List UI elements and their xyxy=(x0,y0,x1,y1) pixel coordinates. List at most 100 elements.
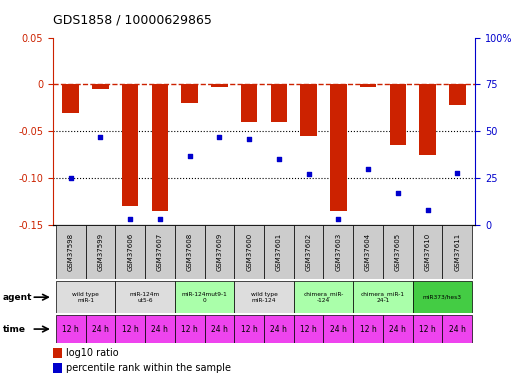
Bar xyxy=(264,225,294,279)
Bar xyxy=(449,84,466,105)
Text: GSM37599: GSM37599 xyxy=(97,233,103,271)
Text: 24 h: 24 h xyxy=(449,324,466,334)
Bar xyxy=(182,84,198,103)
Point xyxy=(215,134,223,140)
Bar xyxy=(175,225,204,279)
Bar xyxy=(294,281,353,313)
Text: GDS1858 / 10000629865: GDS1858 / 10000629865 xyxy=(53,13,212,26)
Text: GSM37609: GSM37609 xyxy=(216,233,222,272)
Bar xyxy=(145,315,175,343)
Bar xyxy=(413,315,442,343)
Bar xyxy=(294,225,324,279)
Text: 12 h: 12 h xyxy=(181,324,198,334)
Bar xyxy=(353,281,413,313)
Bar xyxy=(234,315,264,343)
Bar xyxy=(115,315,145,343)
Bar xyxy=(390,84,406,146)
Text: 24 h: 24 h xyxy=(390,324,407,334)
Bar xyxy=(241,84,257,122)
Bar xyxy=(145,225,175,279)
Text: log10 ratio: log10 ratio xyxy=(67,348,119,358)
Bar xyxy=(56,225,86,279)
Point xyxy=(364,166,372,172)
Bar xyxy=(234,225,264,279)
Point xyxy=(394,190,402,196)
Bar xyxy=(271,84,287,122)
Bar xyxy=(115,225,145,279)
Bar xyxy=(324,225,353,279)
Text: 12 h: 12 h xyxy=(360,324,376,334)
Text: 12 h: 12 h xyxy=(122,324,138,334)
Point xyxy=(156,216,164,222)
Text: GSM37598: GSM37598 xyxy=(68,233,73,271)
Point xyxy=(453,170,461,176)
Text: GSM37610: GSM37610 xyxy=(425,233,431,272)
Bar xyxy=(300,84,317,136)
Point xyxy=(275,156,283,162)
Text: GSM37605: GSM37605 xyxy=(395,233,401,271)
Text: 24 h: 24 h xyxy=(152,324,168,334)
Text: wild type
miR-1: wild type miR-1 xyxy=(72,292,99,303)
Bar xyxy=(53,363,62,372)
Bar xyxy=(234,281,294,313)
Point xyxy=(96,134,105,140)
Bar xyxy=(115,281,175,313)
Point xyxy=(67,175,75,181)
Text: GSM37611: GSM37611 xyxy=(455,233,460,272)
Bar xyxy=(353,315,383,343)
Bar xyxy=(360,84,376,87)
Bar xyxy=(264,315,294,343)
Bar xyxy=(211,84,228,87)
Bar xyxy=(56,281,115,313)
Text: time: time xyxy=(3,324,26,334)
Bar xyxy=(204,225,234,279)
Text: wild type
miR-124: wild type miR-124 xyxy=(251,292,277,303)
Bar xyxy=(56,315,86,343)
Bar xyxy=(442,225,472,279)
Text: 12 h: 12 h xyxy=(419,324,436,334)
Text: GSM37607: GSM37607 xyxy=(157,233,163,272)
Point xyxy=(305,171,313,177)
Bar xyxy=(442,315,472,343)
Text: miR-124mut9-1
0: miR-124mut9-1 0 xyxy=(182,292,228,303)
Bar xyxy=(383,315,413,343)
Bar xyxy=(122,84,138,206)
Bar xyxy=(92,84,109,89)
Text: 24 h: 24 h xyxy=(211,324,228,334)
Bar xyxy=(383,225,413,279)
Text: GSM37602: GSM37602 xyxy=(306,233,312,271)
Text: percentile rank within the sample: percentile rank within the sample xyxy=(67,363,231,373)
Bar xyxy=(86,315,115,343)
Bar xyxy=(353,225,383,279)
Text: chimera_miR-1
24-1: chimera_miR-1 24-1 xyxy=(361,291,405,303)
Bar xyxy=(175,315,204,343)
Bar xyxy=(175,281,234,313)
Bar xyxy=(413,281,472,313)
Text: GSM37600: GSM37600 xyxy=(246,233,252,272)
Text: 24 h: 24 h xyxy=(92,324,109,334)
Bar xyxy=(413,225,442,279)
Text: 12 h: 12 h xyxy=(62,324,79,334)
Bar xyxy=(53,348,62,358)
Bar xyxy=(86,225,115,279)
Text: GSM37601: GSM37601 xyxy=(276,233,282,272)
Point xyxy=(423,207,432,213)
Text: GSM37606: GSM37606 xyxy=(127,233,133,272)
Text: 12 h: 12 h xyxy=(300,324,317,334)
Point xyxy=(334,216,343,222)
Text: agent: agent xyxy=(3,292,32,302)
Text: GSM37608: GSM37608 xyxy=(186,233,193,272)
Text: chimera_miR-
-124: chimera_miR- -124 xyxy=(303,291,344,303)
Text: 24 h: 24 h xyxy=(330,324,347,334)
Text: 24 h: 24 h xyxy=(270,324,287,334)
Point xyxy=(126,216,134,222)
Text: GSM37604: GSM37604 xyxy=(365,233,371,271)
Bar xyxy=(204,315,234,343)
Bar xyxy=(330,84,346,211)
Text: miR373/hes3: miR373/hes3 xyxy=(423,295,462,300)
Bar xyxy=(324,315,353,343)
Bar xyxy=(294,315,324,343)
Text: miR-124m
ut5-6: miR-124m ut5-6 xyxy=(130,292,160,303)
Bar xyxy=(62,84,79,112)
Point xyxy=(185,153,194,159)
